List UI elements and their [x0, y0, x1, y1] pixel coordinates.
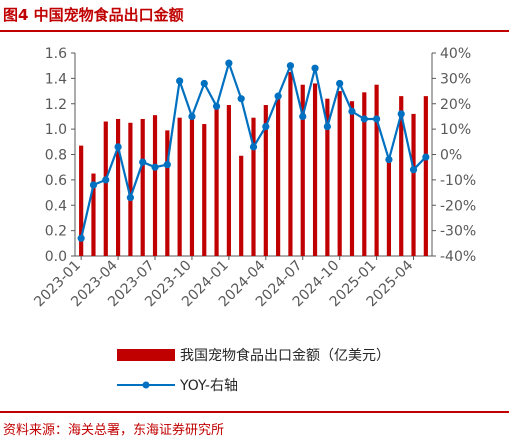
bar [276, 96, 281, 256]
left-tick-label: 1.0 [45, 122, 67, 138]
legend-bar-swatch [117, 349, 175, 361]
bar [300, 84, 305, 256]
x-axis-ticks: 2023-012023-042023-072023-102024-012024-… [31, 256, 416, 310]
left-tick-label: 0.4 [45, 198, 67, 214]
legend-line-marker [142, 381, 150, 389]
yoy-point [348, 107, 356, 115]
bar [239, 155, 244, 256]
yoy-point [274, 92, 282, 100]
yoy-point [126, 194, 134, 202]
yoy-point [409, 166, 418, 174]
bar [411, 113, 416, 257]
yoy-point [299, 112, 307, 121]
yoy-point [397, 110, 405, 118]
yoy-point [262, 122, 270, 131]
left-axis-ticks: 0.0 0.2 0.4 0.6 0.8 1.0 1.2 1.4 1.6 [45, 46, 75, 265]
yoy-point [139, 158, 147, 166]
figure-title: 图4 中国宠物食品出口金额 [0, 0, 509, 30]
left-tick-label: 0.8 [45, 148, 67, 164]
right-tick-label: 40% [440, 46, 471, 62]
source-note: 资料来源：海关总署，东海证券研究所 [3, 423, 225, 438]
bar [202, 124, 207, 256]
left-tick-label: 1.6 [45, 46, 67, 62]
yoy-point [102, 176, 110, 184]
bar-series [79, 72, 428, 257]
bar [79, 145, 84, 256]
right-axis-ticks: -40% -30% -20% -10% 0% 10% 20% 30% 40% [432, 46, 476, 265]
legend: 我国宠物食品出口金额（亿美元） YOY-右轴 [117, 347, 390, 394]
bar [399, 96, 404, 256]
bar [337, 91, 342, 256]
yoy-point [163, 161, 171, 169]
yoy-point [200, 79, 208, 88]
bar [325, 98, 330, 256]
bar [263, 105, 268, 256]
left-tick-label: 0.6 [45, 173, 67, 189]
yoy-point [225, 59, 233, 67]
bar [140, 118, 145, 256]
right-tick-label: 0% [440, 148, 462, 164]
title-divider [0, 30, 509, 32]
bar [362, 92, 367, 256]
right-tick-label: -20% [440, 198, 476, 214]
bar [128, 122, 133, 256]
yoy-point [151, 163, 159, 171]
footer-divider [0, 411, 509, 413]
yoy-point [311, 64, 319, 72]
yoy-point [336, 79, 344, 88]
chart: 2023-012023-042023-072023-102024-012024-… [31, 46, 476, 394]
right-tick-label: 10% [440, 122, 471, 138]
bar [423, 96, 428, 256]
yoy-point [286, 62, 295, 70]
bar [214, 108, 219, 256]
bar [386, 159, 392, 256]
left-tick-label: 1.4 [45, 71, 67, 87]
bar [177, 117, 182, 256]
yoy-point [373, 115, 381, 123]
bar [189, 115, 195, 256]
bar [251, 117, 256, 256]
yoy-point [422, 153, 430, 161]
right-tick-label: 20% [440, 97, 471, 113]
yoy-point [212, 102, 221, 110]
figure-title-text: 图4 中国宠物食品出口金额 [3, 6, 184, 24]
bar [152, 115, 158, 256]
bar [91, 173, 96, 256]
yoy-point [249, 143, 258, 151]
yoy-point [176, 77, 184, 85]
bar [374, 84, 379, 256]
bar [115, 118, 121, 256]
legend-bar-label: 我国宠物食品出口金额（亿美元） [180, 347, 390, 364]
right-tick-label: -10% [440, 173, 476, 189]
line-series [77, 59, 430, 242]
right-tick-label: 30% [440, 71, 471, 87]
left-tick-label: 0.0 [45, 249, 67, 265]
yoy-point [114, 143, 122, 151]
yoy-point [237, 95, 245, 103]
bar [226, 105, 231, 256]
right-tick-label: -30% [440, 224, 476, 240]
legend-line-label: YOY-右轴 [179, 378, 238, 394]
left-tick-label: 1.2 [45, 97, 67, 113]
yoy-point [77, 234, 85, 242]
right-tick-label: -40% [440, 249, 476, 265]
yoy-point [323, 122, 331, 131]
bar [288, 72, 293, 256]
yoy-point [360, 115, 368, 123]
bar [103, 121, 108, 256]
bar [312, 83, 318, 256]
left-tick-label: 0.2 [45, 224, 67, 240]
yoy-point [385, 155, 393, 164]
yoy-point [89, 181, 98, 189]
bar [165, 130, 170, 256]
yoy-point [188, 112, 196, 121]
bar [349, 101, 355, 257]
